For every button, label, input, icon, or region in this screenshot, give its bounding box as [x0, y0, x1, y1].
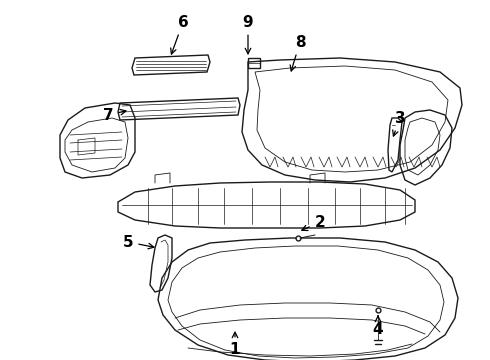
- Text: 3: 3: [392, 111, 405, 136]
- Text: 5: 5: [122, 234, 154, 249]
- Text: 2: 2: [302, 215, 325, 230]
- Text: 6: 6: [171, 14, 188, 54]
- Text: 8: 8: [290, 35, 305, 71]
- Text: 4: 4: [373, 316, 383, 338]
- Text: 7: 7: [103, 108, 126, 122]
- Text: 1: 1: [230, 332, 240, 357]
- Text: 9: 9: [243, 14, 253, 54]
